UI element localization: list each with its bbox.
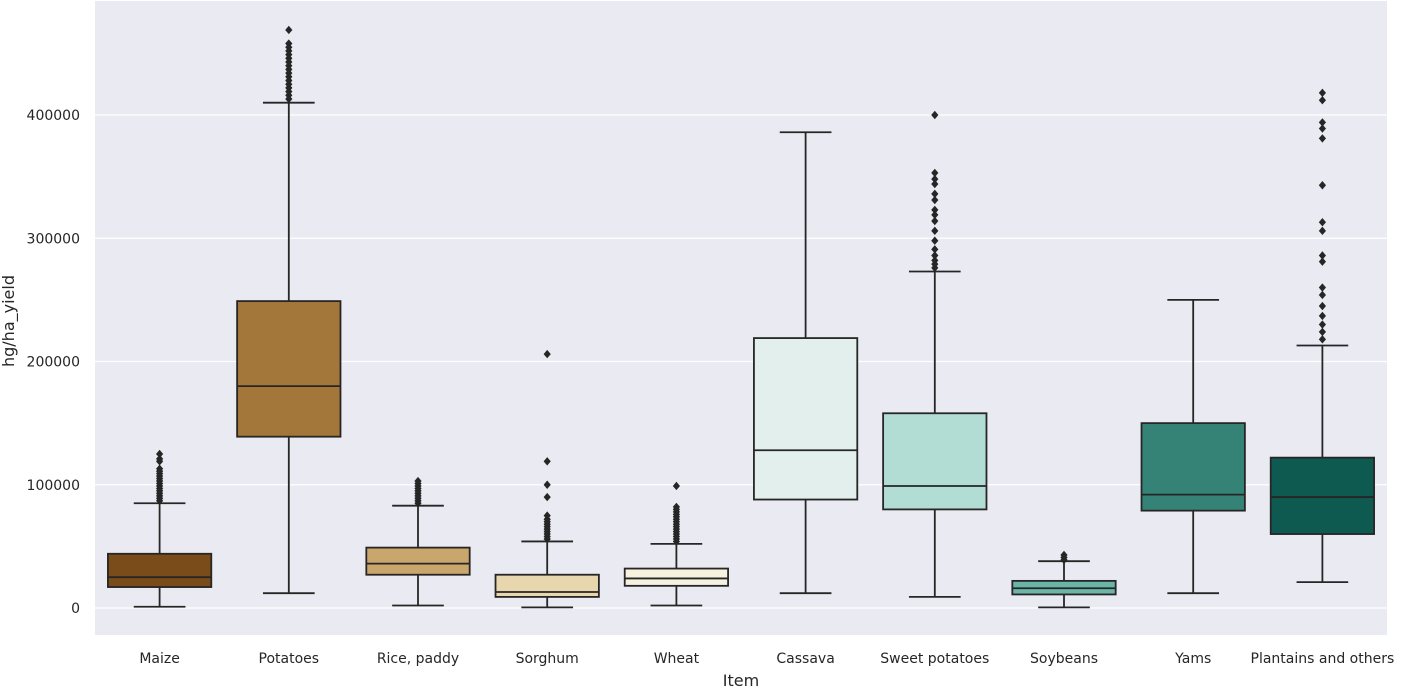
- outlier-point: [931, 195, 939, 205]
- box-iqr: [623, 567, 729, 587]
- outlier-point: [1318, 88, 1326, 98]
- outlier-point: [931, 216, 939, 226]
- box-group: [1269, 88, 1375, 584]
- box-iqr: [753, 337, 859, 501]
- outlier-point: [931, 245, 939, 254]
- x-tick-labels: Maize Potatoes Rice, paddy Sorghum Wheat Cass…: [139, 651, 1394, 667]
- outlier-point: [931, 174, 939, 184]
- outlier-point: [1318, 96, 1326, 105]
- outlier-point: [931, 189, 939, 199]
- outlier-point: [285, 25, 293, 35]
- y-tick-label: 200000: [27, 355, 80, 371]
- outlier-point: [931, 251, 939, 260]
- outlier-point: [1318, 283, 1326, 292]
- outlier-point: [931, 226, 939, 236]
- box-group: [882, 110, 988, 598]
- outlier-point: [1318, 311, 1326, 321]
- box-iqr: [107, 552, 213, 588]
- outlier-point: [1318, 226, 1326, 236]
- y-tick-label: 0: [71, 601, 80, 617]
- x-axis-label: Item: [723, 671, 759, 690]
- y-tick-label: 400000: [27, 108, 80, 124]
- box-iqr: [1140, 422, 1246, 512]
- x-tick-label: Maize: [139, 651, 180, 667]
- outlier-point: [1060, 550, 1068, 560]
- outlier-point: [1318, 118, 1326, 127]
- outlier-point: [1318, 124, 1326, 133]
- x-tick-label: Potatoes: [259, 651, 320, 667]
- outlier-point: [1318, 134, 1326, 143]
- outlier-point: [1318, 327, 1326, 337]
- box-iqr: [236, 300, 342, 438]
- box-group: [236, 25, 342, 595]
- x-tick-label: Wheat: [654, 651, 700, 667]
- x-tick-label: Rice, paddy: [377, 651, 459, 667]
- x-tick-label: Soybeans: [1030, 651, 1098, 667]
- box-group: [1140, 298, 1246, 595]
- box-group: [753, 131, 859, 595]
- outlier-point: [672, 502, 680, 512]
- outlier-point: [1318, 251, 1326, 260]
- box-iqr: [494, 573, 600, 598]
- outlier-point: [1318, 218, 1326, 227]
- box-group: [1011, 550, 1117, 609]
- outlier-point: [543, 492, 551, 502]
- box-group: [623, 481, 729, 607]
- y-tick-label: 100000: [27, 478, 80, 494]
- outlier-point: [931, 236, 939, 245]
- outlier-point: [1318, 257, 1326, 266]
- outlier-point: [543, 457, 551, 466]
- y-tick-labels: 0 100000 200000 300000 400000: [27, 108, 80, 617]
- x-tick-label: Sweet potatoes: [880, 651, 989, 667]
- x-tick-label: Sorghum: [516, 651, 579, 667]
- outlier-point: [156, 454, 164, 464]
- outlier-point: [1318, 181, 1326, 190]
- outlier-point: [1318, 335, 1326, 344]
- outlier-point: [931, 110, 939, 120]
- box-group: [494, 349, 600, 609]
- outlier-point: [543, 480, 551, 489]
- outlier-point: [156, 464, 164, 473]
- outlier-point: [672, 481, 680, 491]
- outlier-point: [931, 205, 939, 215]
- y-tick-label: 300000: [27, 231, 80, 247]
- outlier-point: [931, 179, 939, 189]
- outlier-point: [543, 349, 551, 359]
- outlier-point: [931, 210, 939, 220]
- outlier-point: [414, 476, 422, 486]
- outlier-point: [156, 449, 164, 459]
- outlier-point: [543, 511, 551, 520]
- box-iqr: [882, 412, 988, 511]
- outlier-point: [931, 256, 939, 265]
- box-group: [107, 449, 213, 608]
- box-iqr: [365, 546, 471, 576]
- outlier-point: [1318, 320, 1326, 329]
- x-tick-label: Yams: [1174, 651, 1211, 667]
- x-tick-label: Cassava: [776, 651, 834, 667]
- outlier-point: [931, 168, 939, 178]
- y-axis-label: hg/ha_yield: [0, 275, 19, 367]
- box-iqr: [1269, 456, 1375, 535]
- outlier-point: [1318, 290, 1326, 300]
- boxes: [107, 25, 1375, 609]
- box-group: [365, 476, 471, 607]
- outlier-point: [1318, 301, 1326, 311]
- outlier-point: [285, 39, 293, 48]
- x-tick-label: Plantains and others: [1251, 651, 1395, 667]
